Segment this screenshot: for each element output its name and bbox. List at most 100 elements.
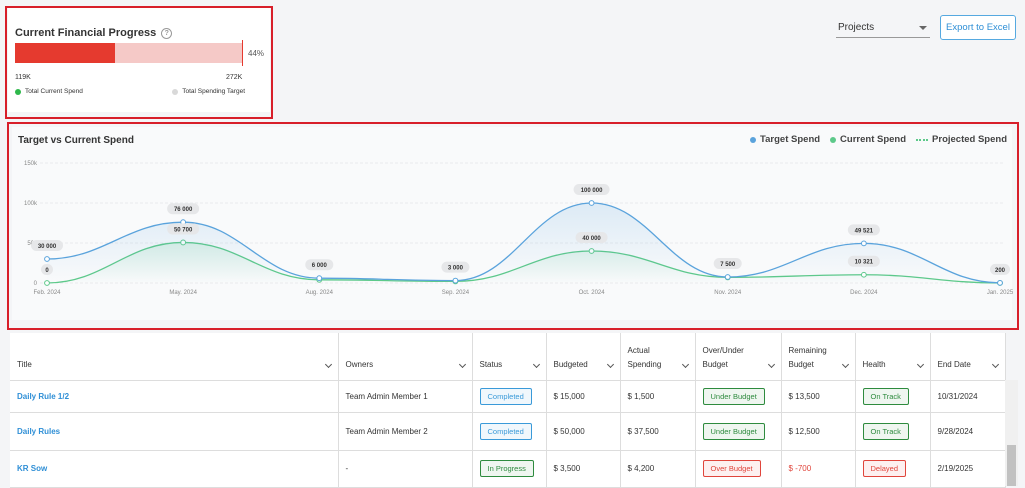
table-cell: $ 37,500: [620, 412, 696, 451]
cell-text: $ 4,200: [627, 464, 655, 473]
table-cell: Under Budget: [695, 380, 782, 413]
progress-track: [15, 43, 242, 63]
table-cell: $ 50,000: [546, 412, 621, 451]
data-label: 7 500: [720, 262, 736, 268]
y-tick-label: 100k: [24, 201, 38, 207]
legend-item: Current Spend: [830, 134, 906, 145]
cell-text: Team Admin Member 1: [345, 391, 428, 401]
data-point: [997, 279, 1003, 286]
legend-label: Projected Spend: [932, 134, 1007, 145]
current-amount: 119K: [15, 74, 31, 81]
legend-item: Target Spend: [750, 134, 820, 145]
data-label-bg: [573, 184, 610, 195]
table-cell: $ 4,200: [620, 450, 696, 488]
data-label-bg: [167, 223, 200, 235]
projects-dropdown[interactable]: Projects: [836, 20, 930, 38]
progress-title: Current Financial Progress?: [15, 27, 173, 39]
table-cell: Completed: [472, 380, 547, 413]
table-cell: -: [338, 450, 473, 488]
status-badge: On Track: [862, 387, 909, 405]
help-icon[interactable]: ?: [161, 28, 173, 39]
table-cell: Delayed: [855, 450, 931, 488]
table-row: KR Sow - In Progress $ 3,500 $ 4,200 Over Bud…: [10, 450, 1006, 488]
table-cell: $ -700: [781, 450, 856, 488]
cell-text: $ 12,500: [788, 426, 820, 436]
x-tick-label: Dec. 2024: [850, 290, 878, 296]
y-tick-label: 0: [34, 281, 38, 287]
table-cell: 9/28/2024: [930, 412, 1006, 451]
data-label: 100 000: [581, 188, 603, 194]
data-label: 50 700: [174, 227, 193, 233]
status-badge: Completed: [479, 387, 532, 405]
column-header[interactable]: Remaining Budget: [781, 333, 856, 381]
table-row: Daily Rules Team Admin Member 2 Completed $…: [10, 412, 1006, 451]
data-label-bg: [41, 264, 53, 275]
table-cell: $ 15,000: [546, 380, 621, 413]
table-cell: Team Admin Member 1: [338, 380, 473, 413]
data-label-bg: [305, 259, 334, 271]
status-badge: In Progress: [479, 460, 534, 477]
cell-text: 2/19/2025: [937, 464, 974, 473]
cell-text: $ -700: [788, 464, 812, 473]
table-cell: KR Sow: [10, 450, 339, 488]
series-area: [47, 203, 1000, 283]
data-point: [860, 240, 867, 247]
legend-label: Total Spending Target: [182, 88, 245, 95]
data-label: 10 321: [855, 260, 874, 266]
highlight-box: [7, 122, 1019, 330]
status-badge: Under Budget: [702, 387, 765, 405]
data-label: 40 000: [582, 236, 601, 242]
data-point: [724, 274, 731, 280]
data-label: 3 000: [448, 266, 464, 272]
x-tick-label: May. 2024: [169, 290, 197, 296]
column-header[interactable]: Owners: [338, 333, 473, 381]
data-label-bg: [847, 255, 880, 267]
status-badge: Delayed: [862, 460, 907, 477]
data-point: [588, 200, 595, 206]
table-cell: Team Admin Member 2: [338, 412, 473, 451]
data-label-bg: [847, 224, 880, 236]
column-header[interactable]: Budgeted: [546, 333, 621, 381]
table-cell: $ 1,500: [620, 380, 696, 413]
legend-item: Total Spending Target: [172, 88, 245, 95]
progress-fill: [15, 43, 115, 63]
data-label-bg: [990, 263, 1010, 275]
column-header[interactable]: Over/Under Budget: [695, 333, 782, 381]
progress-percent: 44%: [248, 49, 265, 58]
cell-text: $ 50,000: [553, 426, 585, 436]
highlight-box: [5, 6, 273, 119]
cell-text: Team Admin Member 2: [345, 426, 428, 436]
legend-dot: [830, 136, 837, 143]
status-badge: Over Budget: [702, 460, 761, 477]
legend-item: Projected Spend: [916, 134, 1007, 145]
column-header[interactable]: Health: [855, 333, 931, 381]
column-header[interactable]: Status: [472, 333, 547, 381]
x-tick-label: Aug. 2024: [306, 290, 334, 296]
legend-dot: [750, 136, 757, 143]
table-cell: On Track: [855, 380, 931, 413]
export-button[interactable]: Export to Excel: [940, 15, 1016, 40]
cell-text: $ 1,500: [627, 391, 655, 401]
progress-legend: Total Current Spend Total Spending Target: [15, 88, 245, 95]
title-link[interactable]: Daily Rules: [17, 426, 61, 436]
column-header[interactable]: Title: [10, 333, 339, 381]
table-cell: $ 3,500: [546, 450, 621, 488]
table-cell: $ 12,500: [781, 412, 856, 451]
data-label: 0: [45, 268, 49, 274]
cell-text: 10/31/2024: [937, 391, 978, 401]
table-cell: Completed: [472, 412, 547, 451]
column-header[interactable]: Actual Spending: [620, 333, 696, 381]
data-point: [316, 275, 323, 282]
title-link[interactable]: Daily Rule 1/2: [17, 391, 70, 401]
data-label-bg: [31, 240, 63, 251]
status-badge: On Track: [862, 422, 909, 440]
title-link[interactable]: KR Sow: [17, 464, 48, 473]
cell-text: -: [345, 464, 349, 473]
column-header[interactable]: End Date: [930, 333, 1006, 381]
scroll-thumb[interactable]: [1007, 445, 1016, 486]
legend-label: Target Spend: [760, 134, 821, 145]
series-line: [46, 202, 1001, 284]
chart-title: Target vs Current Spend: [18, 135, 134, 146]
